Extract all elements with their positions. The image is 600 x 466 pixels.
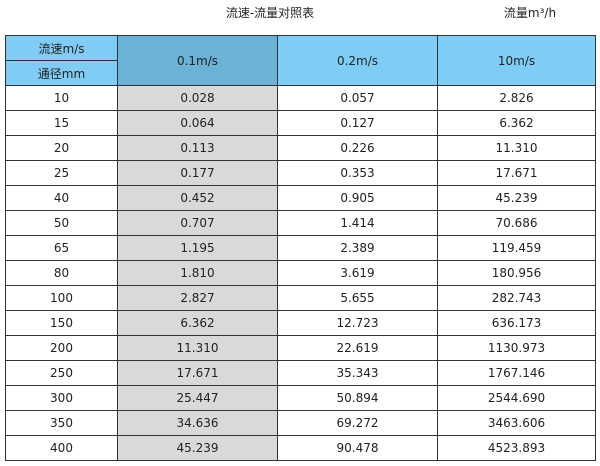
flow-cell: 0.064 <box>117 110 278 136</box>
diameter-cell: 40 <box>5 185 118 211</box>
column-header: 0.1m/s <box>117 35 278 86</box>
table-row: 300 25.447 50.894 2544.690 <box>5 385 596 411</box>
diameter-cell: 65 <box>5 235 118 261</box>
flow-cell: 50.894 <box>277 385 438 411</box>
diameter-cell: 200 <box>5 335 118 361</box>
flow-cell: 119.459 <box>437 235 596 261</box>
flow-cell: 35.343 <box>277 360 438 386</box>
flow-cell: 17.671 <box>437 160 596 186</box>
table-row: 150 6.362 12.723 636.173 <box>5 310 596 336</box>
flow-cell: 0.905 <box>277 185 438 211</box>
flow-cell: 6.362 <box>437 110 596 136</box>
column-header: 10m/s <box>437 35 596 86</box>
flow-cell: 45.239 <box>437 185 596 211</box>
table-row: 350 34.636 69.272 3463.606 <box>5 410 596 436</box>
flow-cell: 0.057 <box>277 85 438 111</box>
diameter-cell: 150 <box>5 310 118 336</box>
flow-cell: 70.686 <box>437 210 596 236</box>
flow-cell: 1.810 <box>117 260 278 286</box>
diameter-cell: 300 <box>5 385 118 411</box>
diameter-cell: 350 <box>5 410 118 436</box>
flow-cell: 3463.606 <box>437 410 596 436</box>
flow-cell: 3.619 <box>277 260 438 286</box>
diameter-cell: 25 <box>5 160 118 186</box>
table-title: 流速-流量对照表 <box>225 6 315 20</box>
flow-cell: 11.310 <box>437 135 596 161</box>
unit-label: 流量m³/h <box>503 6 557 20</box>
flow-cell: 2.389 <box>277 235 438 261</box>
flow-cell: 34.636 <box>117 410 278 436</box>
diameter-cell: 400 <box>5 435 118 461</box>
flow-cell: 5.655 <box>277 285 438 311</box>
table-row: 50 0.707 1.414 70.686 <box>5 210 596 236</box>
flow-cell: 1130.973 <box>437 335 596 361</box>
flow-cell: 282.743 <box>437 285 596 311</box>
flow-cell: 11.310 <box>117 335 278 361</box>
flow-cell: 0.226 <box>277 135 438 161</box>
flow-rate-table: 流速m/s 0.1m/s 0.2m/s 10m/s 通径mm 10 0.028 0.… <box>5 35 596 461</box>
flow-cell: 0.113 <box>117 135 278 161</box>
diameter-cell: 100 <box>5 285 118 311</box>
diameter-cell: 80 <box>5 260 118 286</box>
diameter-cell: 10 <box>5 85 118 111</box>
column-header: 0.2m/s <box>277 35 438 86</box>
table-row: 250 17.671 35.343 1767.146 <box>5 360 596 386</box>
diameter-cell: 15 <box>5 110 118 136</box>
velocity-header: 流速m/s <box>5 35 118 61</box>
flow-cell: 636.173 <box>437 310 596 336</box>
diameter-cell: 20 <box>5 135 118 161</box>
table-row: 15 0.064 0.127 6.362 <box>5 110 596 136</box>
flow-cell: 0.127 <box>277 110 438 136</box>
flow-cell: 0.353 <box>277 160 438 186</box>
flow-cell: 0.452 <box>117 185 278 211</box>
flow-cell: 180.956 <box>437 260 596 286</box>
table-row: 20 0.113 0.226 11.310 <box>5 135 596 161</box>
flow-cell: 25.447 <box>117 385 278 411</box>
flow-cell: 12.723 <box>277 310 438 336</box>
table-row: 100 2.827 5.655 282.743 <box>5 285 596 311</box>
flow-cell: 2544.690 <box>437 385 596 411</box>
table-row: 200 11.310 22.619 1130.973 <box>5 335 596 361</box>
flow-cell: 45.239 <box>117 435 278 461</box>
flow-cell: 2.826 <box>437 85 596 111</box>
diameter-cell: 50 <box>5 210 118 236</box>
diameter-header: 通径mm <box>5 60 118 86</box>
flow-cell: 69.272 <box>277 410 438 436</box>
flow-cell: 17.671 <box>117 360 278 386</box>
flow-cell: 0.707 <box>117 210 278 236</box>
table-row: 40 0.452 0.905 45.239 <box>5 185 596 211</box>
table-row: 400 45.239 90.478 4523.893 <box>5 435 596 461</box>
flow-cell: 90.478 <box>277 435 438 461</box>
flow-cell: 1.195 <box>117 235 278 261</box>
flow-cell: 0.177 <box>117 160 278 186</box>
table-row: 25 0.177 0.353 17.671 <box>5 160 596 186</box>
flow-cell: 2.827 <box>117 285 278 311</box>
flow-cell: 1.414 <box>277 210 438 236</box>
table-row: 80 1.810 3.619 180.956 <box>5 260 596 286</box>
table-row: 65 1.195 2.389 119.459 <box>5 235 596 261</box>
table-row: 10 0.028 0.057 2.826 <box>5 85 596 111</box>
flow-cell: 4523.893 <box>437 435 596 461</box>
diameter-cell: 250 <box>5 360 118 386</box>
flow-cell: 1767.146 <box>437 360 596 386</box>
flow-cell: 22.619 <box>277 335 438 361</box>
flow-cell: 0.028 <box>117 85 278 111</box>
flow-cell: 6.362 <box>117 310 278 336</box>
